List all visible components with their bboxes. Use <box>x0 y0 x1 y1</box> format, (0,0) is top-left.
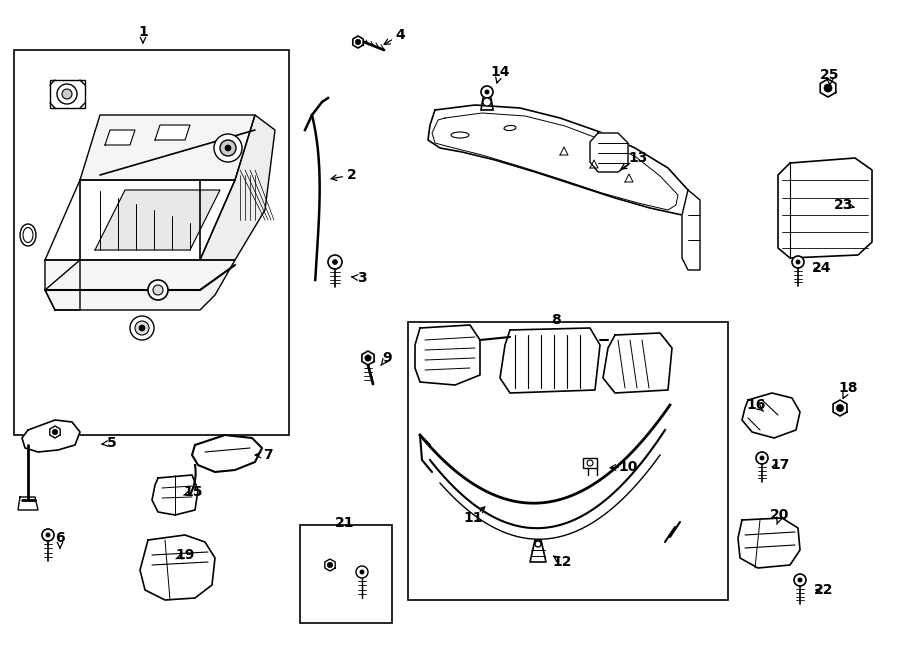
Circle shape <box>214 134 242 162</box>
Polygon shape <box>530 540 546 562</box>
Text: 12: 12 <box>553 555 572 569</box>
Text: 10: 10 <box>618 460 638 474</box>
Circle shape <box>794 574 806 586</box>
Text: 19: 19 <box>176 548 194 562</box>
Text: 4: 4 <box>395 28 405 42</box>
Circle shape <box>796 260 800 264</box>
Circle shape <box>587 460 593 466</box>
Circle shape <box>130 316 154 340</box>
Polygon shape <box>500 328 600 393</box>
Circle shape <box>535 541 541 547</box>
Text: 1: 1 <box>138 25 148 39</box>
Polygon shape <box>833 400 847 416</box>
Polygon shape <box>353 36 364 48</box>
Circle shape <box>42 529 54 541</box>
Circle shape <box>356 566 368 578</box>
Circle shape <box>360 570 364 574</box>
Text: 13: 13 <box>628 151 648 165</box>
Circle shape <box>798 578 802 582</box>
Ellipse shape <box>451 132 469 138</box>
Circle shape <box>760 456 764 460</box>
Circle shape <box>46 533 50 537</box>
Polygon shape <box>415 325 480 385</box>
Bar <box>300 525 392 623</box>
Circle shape <box>328 255 342 269</box>
Ellipse shape <box>504 126 516 130</box>
Text: 18: 18 <box>838 381 858 395</box>
Text: 20: 20 <box>770 508 789 522</box>
Text: 17: 17 <box>770 458 789 472</box>
Text: 24: 24 <box>812 261 832 275</box>
Circle shape <box>332 260 338 264</box>
Circle shape <box>57 84 77 104</box>
Text: 5: 5 <box>107 436 117 450</box>
Circle shape <box>135 321 149 335</box>
Circle shape <box>62 89 72 99</box>
Polygon shape <box>738 518 800 568</box>
Circle shape <box>481 86 493 98</box>
Polygon shape <box>428 105 692 215</box>
Ellipse shape <box>23 227 33 243</box>
Bar <box>408 322 728 600</box>
Circle shape <box>756 452 768 464</box>
Polygon shape <box>155 125 190 140</box>
Circle shape <box>483 98 491 106</box>
Text: 2: 2 <box>347 168 357 182</box>
Polygon shape <box>682 190 700 270</box>
Polygon shape <box>362 351 374 365</box>
Circle shape <box>225 145 231 151</box>
Polygon shape <box>18 497 38 510</box>
Text: 6: 6 <box>55 531 65 545</box>
Polygon shape <box>820 79 836 97</box>
Bar <box>50 80 85 108</box>
Circle shape <box>328 563 333 568</box>
Text: 16: 16 <box>746 398 766 412</box>
Text: 8: 8 <box>551 313 561 327</box>
Text: 25: 25 <box>820 68 840 82</box>
Polygon shape <box>105 130 135 145</box>
Polygon shape <box>603 333 672 393</box>
Circle shape <box>139 325 145 331</box>
Polygon shape <box>200 115 275 260</box>
Circle shape <box>153 285 163 295</box>
Polygon shape <box>45 260 235 310</box>
Polygon shape <box>50 426 60 438</box>
Circle shape <box>148 280 168 300</box>
Bar <box>14 50 289 435</box>
Polygon shape <box>325 559 335 571</box>
Circle shape <box>356 39 361 45</box>
Text: 21: 21 <box>335 516 355 530</box>
Text: 15: 15 <box>184 485 202 499</box>
Polygon shape <box>45 260 80 310</box>
Circle shape <box>364 355 371 361</box>
Text: 22: 22 <box>814 583 833 597</box>
Polygon shape <box>140 535 215 600</box>
Text: 9: 9 <box>382 351 392 365</box>
Polygon shape <box>95 190 220 250</box>
Circle shape <box>220 140 236 156</box>
Polygon shape <box>192 435 262 472</box>
Text: 11: 11 <box>464 511 482 525</box>
Circle shape <box>792 256 804 268</box>
Polygon shape <box>590 133 628 172</box>
Polygon shape <box>80 115 255 180</box>
Text: 23: 23 <box>834 198 854 212</box>
Polygon shape <box>778 158 872 258</box>
Ellipse shape <box>20 224 36 246</box>
Text: 14: 14 <box>491 65 509 79</box>
Circle shape <box>52 429 58 435</box>
Text: 7: 7 <box>263 448 273 462</box>
Polygon shape <box>22 420 80 452</box>
Circle shape <box>836 405 843 412</box>
Text: 3: 3 <box>357 271 367 285</box>
Circle shape <box>485 90 489 94</box>
Polygon shape <box>152 475 198 515</box>
Bar <box>583 458 597 468</box>
Circle shape <box>824 84 832 92</box>
Polygon shape <box>742 393 800 438</box>
Polygon shape <box>45 180 235 260</box>
